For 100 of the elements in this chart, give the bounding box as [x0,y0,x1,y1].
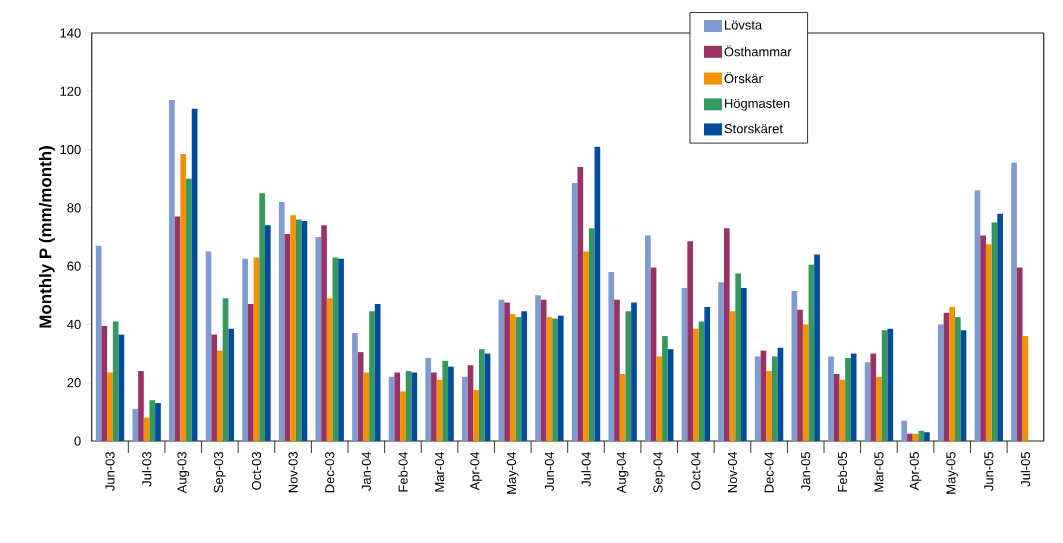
bar [442,360,449,441]
bar [425,357,432,441]
y-tick-label: 80 [67,203,81,213]
bar [887,328,894,441]
bar [980,235,986,441]
legend-label: Lövsta [725,20,763,30]
bar [625,311,632,441]
bar [614,299,620,441]
bar [955,317,961,441]
bar [394,372,401,441]
bar [870,353,877,441]
bar [577,167,584,441]
y-axis-title: Monthly P (mm/month) [38,146,55,328]
legend-label: Östhammar [724,45,792,57]
bar [521,311,527,441]
bar [766,371,772,441]
y-tick-label: 120 [60,86,81,96]
x-tick-label: Jul-05 [1020,452,1031,487]
bar [704,306,711,441]
x-tick-label: Jun-03 [105,452,115,491]
bar [828,356,834,441]
bar [374,304,381,441]
bar [937,324,944,441]
bar [228,328,235,441]
legend-label: Högmasten [725,98,790,111]
y-tick-label: 60 [67,261,81,271]
x-tick-label: May-05 [946,452,959,494]
bar [278,202,285,441]
x-tick-label: Mar-05 [874,452,884,492]
bar [802,324,809,441]
x-tick-label: Nov-04 [727,451,738,493]
bar [369,311,375,441]
bar [509,314,516,441]
x-tick-label: Dec-03 [325,452,335,493]
bar [918,430,925,441]
bar [479,349,485,441]
bar [608,271,615,441]
bar [504,302,510,441]
x-tick-label: Jun-04 [544,451,554,491]
bar [985,244,992,441]
bar [876,376,882,441]
x-tick-label: Jan-04 [361,451,371,491]
bar [645,235,651,441]
y-tick-label: 40 [67,319,81,329]
bar [540,299,547,441]
bar [588,228,595,441]
bar [107,372,113,441]
x-tick-label: Mar-04 [434,451,445,492]
x-tick-label: Apr-05 [909,452,922,491]
bar [1011,162,1017,441]
bar [338,258,344,441]
bar [169,100,175,441]
bar [735,273,741,441]
bar [771,356,778,441]
bar [850,353,857,441]
x-tick-label: May-04 [506,451,519,494]
bar [217,350,223,441]
bar [997,213,1003,441]
bar [411,372,418,441]
x-tick-label: Feb-04 [398,451,408,492]
bar [631,302,637,441]
y-tick-label: 20 [67,378,81,388]
bar [583,251,589,441]
bar [352,333,358,441]
y-tick-label: 0 [74,436,81,446]
bar [473,389,479,441]
bar [924,432,930,441]
bar [1016,267,1023,441]
bar [687,241,694,441]
bar [321,225,327,441]
bar [535,295,541,441]
bar [949,306,955,441]
bar [112,321,119,441]
bar [448,366,454,441]
bar [186,178,192,441]
x-tick-label: Oct-03 [251,452,262,490]
x-tick-label: Jul-03 [141,452,152,487]
bar [132,408,139,441]
bar [290,215,296,441]
x-tick-label: Jan-05 [801,452,811,491]
bar [180,153,187,441]
bar [754,356,761,441]
bar [718,282,724,441]
legend-label: Storskäret [724,123,783,134]
y-tick-label: 100 [60,144,81,155]
bar [740,287,747,441]
bar [149,400,156,441]
x-tick-label: Jul-04 [581,451,591,487]
bar [363,372,370,441]
x-tick-label: Feb-05 [837,452,848,492]
bar [797,309,803,441]
bar [845,357,851,441]
bar [101,325,108,441]
x-tick-label: Oct-04 [691,451,701,490]
bar [552,318,558,441]
x-tick-label: Apr-04 [470,451,483,491]
x-tick-label: Sep-04 [653,451,666,493]
bar [907,433,913,441]
x-tick-label: Aug-03 [177,452,190,494]
x-tick-label: Dec-04 [764,451,774,493]
